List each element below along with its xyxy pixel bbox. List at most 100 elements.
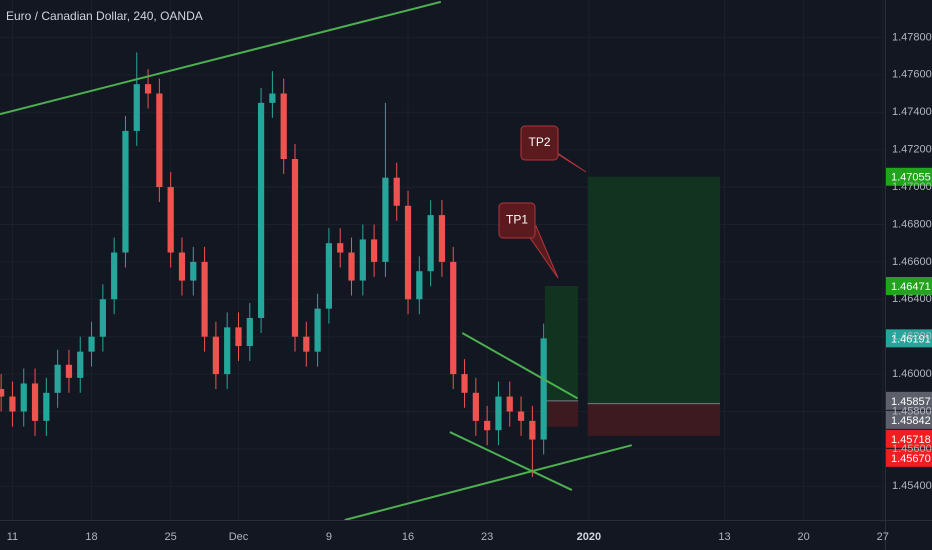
profit-zone (587, 176, 720, 404)
y-tick-label: 1.47400 (892, 106, 932, 118)
candle-body (77, 351, 84, 378)
callout-label: TP2 (528, 135, 550, 149)
candle-body (269, 93, 276, 103)
candle-body (246, 317, 253, 347)
candle-body (88, 336, 95, 352)
candle-body (201, 261, 208, 337)
candle-body (529, 420, 536, 440)
candle-body (517, 411, 525, 421)
y-tick-label: 1.47200 (892, 144, 932, 156)
x-tick-label: Dec (229, 531, 249, 543)
candle-body (43, 392, 50, 421)
candle-body (99, 299, 106, 337)
x-tick-label: 13 (718, 531, 730, 543)
candle-body (257, 102, 265, 318)
candle-body (416, 271, 423, 300)
plot-area (0, 0, 720, 520)
y-tick-label: 1.46000 (892, 368, 932, 380)
x-tick-label: 11 (7, 531, 18, 543)
candle-body (337, 243, 344, 253)
price-tag-label: 1.47055 (891, 172, 931, 184)
candle-body (54, 364, 61, 393)
price-tag-label: 1.46191 (891, 333, 931, 345)
price-tag-label: 1.45857 (891, 396, 931, 408)
candle-body (111, 252, 118, 300)
x-tick-label: 20 (797, 531, 809, 543)
x-tick-label: 23 (481, 531, 493, 543)
price-tag-label: 1.45842 (891, 415, 931, 427)
callout-box (520, 125, 559, 161)
callout-label: TP1 (506, 213, 528, 227)
price-tag-label: 1.45670 (891, 453, 931, 465)
price-tag-label: 1.46471 (891, 281, 931, 293)
trend-line (461, 332, 579, 400)
price-tag (886, 167, 932, 186)
candle-body (235, 327, 242, 347)
candle-body (303, 336, 310, 352)
y-tick-label: 1.46200 (892, 331, 932, 343)
chart-title: Euro / Canadian Dollar, 240, OANDA (6, 9, 203, 23)
price-tag (886, 410, 932, 429)
price-tag (886, 277, 932, 295)
candle-body (348, 252, 355, 281)
candle-body (495, 396, 502, 431)
y-tick-label: 1.46600 (892, 256, 932, 268)
candle-body (438, 215, 446, 262)
candle-body (506, 396, 513, 412)
candle-body (371, 239, 378, 262)
candle-body (291, 158, 299, 337)
y-tick-label: 1.47800 (892, 31, 932, 43)
x-tick-label: 9 (326, 531, 332, 543)
candle-body (178, 252, 186, 281)
loss-zone (587, 403, 720, 436)
candle-body (156, 93, 163, 188)
candle-body (144, 84, 152, 94)
x-tick-label: 27 (877, 531, 889, 543)
y-tick-label: 1.45800 (892, 405, 932, 417)
y-tick-label: 1.47000 (892, 181, 932, 193)
y-tick-label: 1.47600 (892, 69, 932, 81)
candle-body (314, 308, 321, 352)
candle-body (472, 392, 479, 421)
price-tag (886, 448, 932, 467)
candle-body (9, 396, 16, 412)
tp2-callout: TP2 (520, 125, 587, 173)
candle-body (122, 130, 129, 253)
candle-body (0, 389, 5, 397)
candle-body (450, 261, 457, 375)
candle-body (133, 84, 140, 131)
trend-line (344, 444, 633, 520)
candle-body (167, 187, 174, 253)
candle-body (404, 205, 412, 300)
y-tick-label: 1.45600 (892, 443, 932, 455)
candle-body (393, 177, 400, 206)
y-tick-label: 1.46800 (892, 218, 932, 230)
callout-box (498, 202, 536, 239)
candle-body (212, 336, 219, 375)
candle-body (224, 327, 231, 375)
candle-body (31, 383, 39, 421)
candle-body (190, 261, 197, 281)
price-tags: 1.47055 1.46471 1.46191 1.45857 1.45842 1.457… (886, 167, 932, 467)
candle-body (484, 420, 491, 431)
candle-body (382, 177, 389, 262)
candle-body (461, 374, 468, 393)
trend-line (0, 0, 442, 116)
x-tick-label: 2020 (577, 531, 601, 543)
profit-zone (544, 286, 579, 401)
candle-body (540, 338, 547, 440)
candle-body (280, 93, 287, 159)
price-tag (886, 329, 932, 348)
x-tick-label: 25 (165, 531, 177, 543)
y-tick-label: 1.45400 (892, 480, 932, 492)
candle-body (65, 364, 73, 378)
candle-body (325, 243, 333, 309)
price-tag (886, 391, 932, 410)
y-tick-label: 1.46400 (892, 293, 932, 305)
x-tick-label: 16 (402, 531, 414, 543)
price-tag-label: 1.45718 (891, 434, 931, 446)
trend-line (449, 431, 573, 491)
